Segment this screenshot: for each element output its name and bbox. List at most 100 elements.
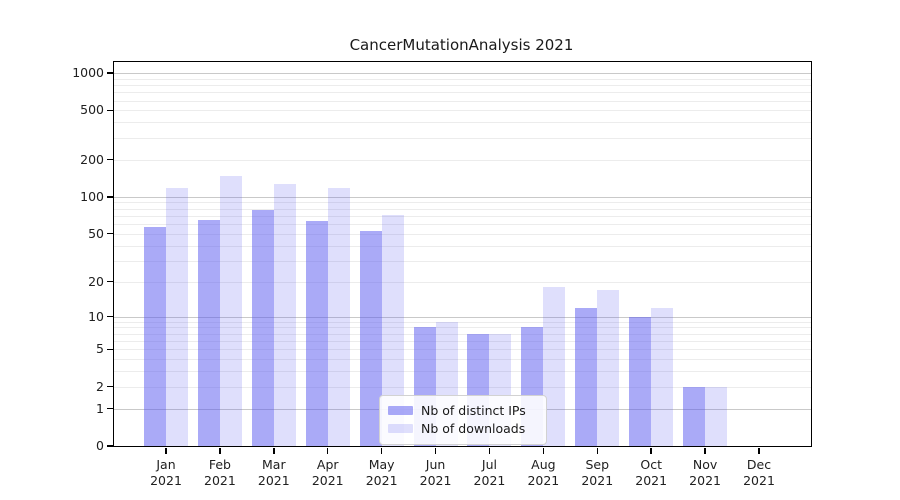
- gridline-minor: [114, 110, 811, 112]
- bar-distinct-ips: [359, 230, 382, 446]
- x-tick-label: May 2021: [352, 457, 412, 489]
- x-tick-mark: [219, 447, 221, 454]
- x-tick-mark: [758, 447, 760, 454]
- y-tick-label: 100: [80, 188, 104, 204]
- legend-label: Nb of distinct IPs: [421, 403, 526, 418]
- x-tick-year: 2021: [581, 473, 614, 488]
- y-tick-mark: [107, 72, 113, 74]
- x-tick-month: Jul: [481, 457, 497, 472]
- gridline-minor: [114, 281, 811, 283]
- y-tick-mark: [107, 348, 113, 350]
- x-tick-mark: [380, 447, 383, 454]
- legend-entry: Nb of downloads: [388, 420, 538, 437]
- x-tick-year: 2021: [527, 473, 560, 488]
- bar-downloads: [597, 289, 620, 446]
- y-tick-label: 20: [88, 273, 104, 289]
- bar-downloads: [327, 187, 350, 446]
- x-tick-mark: [488, 447, 491, 454]
- gridline-minor: [114, 100, 811, 102]
- gridline-minor: [114, 321, 811, 323]
- legend-label: Nb of downloads: [421, 421, 526, 436]
- y-tick-label: 2: [96, 378, 104, 394]
- x-tick-label: Sep 2021: [567, 457, 627, 489]
- x-tick-label: Mar 2021: [244, 457, 304, 489]
- x-tick-month: Mar: [262, 457, 286, 472]
- x-tick-label: Nov 2021: [675, 457, 735, 489]
- gridline-minor: [114, 215, 811, 217]
- bar-downloads: [219, 176, 242, 446]
- x-tick-month: Aug: [531, 457, 556, 472]
- chart-title: CancerMutationAnalysis 2021: [349, 36, 574, 54]
- gridline-major: [114, 73, 811, 74]
- gridline-minor: [114, 202, 811, 204]
- gridline-minor: [114, 159, 811, 161]
- legend-entry: Nb of distinct IPs: [388, 402, 538, 419]
- gridline-minor: [114, 371, 811, 373]
- gridline-minor: [114, 78, 811, 80]
- x-tick-month: Feb: [208, 457, 231, 472]
- y-tick-label: 1000: [72, 65, 104, 80]
- bar-distinct-ips: [144, 226, 166, 446]
- plot-area: 0 1 2 5 10 20 50 100 200 500 1000 Jan 2021 Feb 2021 Ma…: [72, 61, 812, 488]
- x-tick-mark: [596, 447, 599, 454]
- gridline-major: [114, 196, 811, 198]
- x-tick-month: May: [368, 457, 395, 472]
- gridline-minor: [114, 340, 811, 342]
- x-tick-year: 2021: [150, 473, 182, 488]
- bar-downloads: [381, 215, 404, 446]
- bar-distinct-ips: [305, 220, 328, 446]
- x-tick-year: 2021: [311, 473, 344, 488]
- x-tick-year: 2021: [689, 473, 721, 488]
- x-tick-mark: [273, 447, 275, 454]
- legend-swatch-distinct-ips: [388, 406, 413, 415]
- legend: Nb of distinct IPs Nb of downloads: [379, 395, 547, 445]
- bar-distinct-ips: [251, 210, 274, 446]
- bar-distinct-ips: [197, 219, 220, 446]
- x-tick-year: 2021: [743, 473, 775, 488]
- x-tick-year: 2021: [204, 473, 236, 488]
- bar-downloads: [651, 307, 674, 446]
- x-tick-mark: [165, 447, 167, 454]
- gridline-minor: [114, 333, 811, 335]
- bar-downloads: [273, 183, 296, 446]
- x-tick-month: Oct: [640, 457, 662, 472]
- x-tick-label: Jul 2021: [459, 457, 519, 489]
- y-tick-mark: [107, 158, 113, 161]
- x-tick-month: Dec: [746, 457, 772, 472]
- y-tick-label: 0: [96, 438, 104, 453]
- bar-downloads: [166, 187, 188, 446]
- y-tick-mark: [107, 407, 113, 410]
- y-tick-mark: [107, 385, 113, 388]
- x-tick-year: 2021: [365, 473, 398, 488]
- gridline-minor: [114, 260, 811, 262]
- gridline-minor: [114, 208, 811, 210]
- bar-distinct-ips: [575, 307, 598, 446]
- gridline-minor: [114, 327, 811, 329]
- gridline-minor: [114, 224, 811, 226]
- x-tick-month: Jan: [156, 457, 176, 472]
- gridline-minor: [114, 137, 811, 139]
- bar-distinct-ips: [629, 316, 652, 446]
- x-tick-label: Aug 2021: [513, 457, 573, 489]
- gridline-minor: [114, 85, 811, 87]
- bar-downloads: [543, 287, 566, 446]
- x-tick-year: 2021: [257, 473, 290, 488]
- x-tick-mark: [434, 447, 437, 454]
- x-tick-month: Sep: [585, 457, 610, 472]
- y-tick-label: 10: [88, 308, 104, 324]
- y-tick-mark: [107, 109, 113, 112]
- y-tick-label: 500: [80, 102, 104, 118]
- x-tick-mark: [326, 447, 329, 454]
- gridline-minor: [114, 386, 811, 388]
- legend-swatch-downloads: [388, 424, 413, 433]
- y-tick-mark: [107, 196, 113, 198]
- x-tick-mark: [542, 447, 545, 454]
- gridline-minor: [114, 245, 811, 247]
- x-tick-year: 2021: [473, 473, 506, 488]
- x-tick-label: Oct 2021: [621, 457, 681, 489]
- bar-distinct-ips: [683, 386, 706, 446]
- x-tick-mark: [650, 447, 652, 454]
- y-tick-label: 50: [88, 225, 104, 241]
- y-tick-label: 5: [96, 341, 104, 357]
